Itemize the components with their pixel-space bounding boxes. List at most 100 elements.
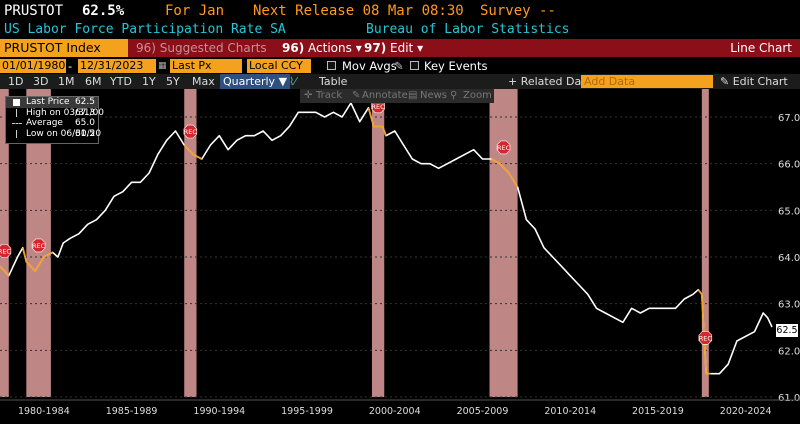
recession-segment (490, 158, 519, 188)
y-tick-label: 65.0 (778, 206, 800, 217)
recession-segment (183, 144, 203, 160)
x-tick-label: 2010-2014 (544, 406, 596, 417)
date-separator: - (68, 59, 73, 73)
recession-segment (0, 265, 10, 277)
last-price-tag: 62.5 (776, 324, 798, 337)
y-tick-label: 63.0 (778, 300, 800, 311)
security-description: US Labor Force Participation Rate SA (4, 22, 286, 37)
pencil-icon[interactable]: ✎ (394, 59, 404, 73)
related-data-button[interactable]: + Related Dat (508, 75, 586, 88)
settings-row: 01/01/1980 - 12/31/2023 ▦ Last Px Local … (0, 58, 800, 74)
key-events-checkbox[interactable] (410, 61, 419, 70)
view-title: Line Chart (730, 41, 792, 55)
zoom-icon[interactable]: ⚲ (450, 90, 458, 101)
recession-badge-icon (698, 331, 713, 345)
high-marker-icon (16, 108, 17, 117)
pencil-icon: ✎ (720, 75, 730, 88)
news-tool[interactable]: News (420, 90, 448, 101)
release-period: For Jan (165, 3, 225, 19)
edit-chart-button[interactable]: ✎ Edit Chart (720, 75, 788, 88)
chart-legend[interactable]: Last Price 62.5 High on 03/31/00 67.3 Av… (5, 96, 104, 144)
y-tick-label: 62.0 (778, 346, 800, 357)
x-tick-label: 2015-2019 (632, 406, 684, 417)
recession-band (489, 89, 518, 397)
axes: 61.0 62.0 63.0 64.0 65.0 66.0 67.0 1980-1984 198… (0, 113, 800, 417)
legend-low: Low on 06/30/20 61.5 (6, 129, 101, 140)
legend-last-price: Last Price 62.5 (6, 97, 98, 108)
recession-band (371, 89, 385, 397)
chevron-down-icon: ▾ (417, 41, 424, 55)
annotate-icon[interactable]: ✎ (352, 90, 361, 101)
track-tool[interactable]: Track (316, 90, 343, 101)
line-chart-icon[interactable]: ⌇⁄ (289, 75, 297, 88)
period-5y[interactable]: 5Y (166, 75, 180, 88)
period-ytd[interactable]: YTD (110, 75, 132, 88)
chart-tools: ✛ Track ✎ Annotate ▤ News ⚲ Zoom (300, 89, 494, 103)
ticker-symbol[interactable]: PRUSTOT (4, 3, 64, 19)
x-tick-label: 2000-2004 (369, 406, 421, 417)
data-source: Bureau of Labor Statistics (366, 22, 570, 37)
zoom-tool[interactable]: Zoom (463, 90, 492, 101)
chevron-down-icon: ▾ (355, 41, 362, 55)
period-3d[interactable]: 3D (33, 75, 49, 88)
y-tick-label: 64.0 (778, 253, 800, 264)
calendar-icon[interactable]: ▦ (158, 61, 167, 71)
recession-badge-label: REC (372, 103, 386, 111)
x-tick-label: 1990-1994 (193, 406, 245, 417)
y-tick-label: 66.0 (778, 160, 800, 171)
series-line: REC REC REC REC REC REC (0, 99, 773, 375)
recession-badge-icon (183, 124, 198, 139)
low-marker-icon (16, 129, 17, 138)
frequency-select[interactable]: Quarterly ▼ (220, 74, 291, 89)
y-tick-label: 61.0 (778, 393, 800, 404)
key-events-label[interactable]: Key Events (424, 59, 488, 73)
end-date-field[interactable]: 12/31/2023 (78, 59, 156, 73)
recession-segment (367, 107, 387, 136)
x-tick-label: 1985-1989 (106, 406, 158, 417)
security-field[interactable]: PRUSTOT Index (0, 39, 128, 57)
period-1y[interactable]: 1Y (142, 75, 156, 88)
average-marker-icon (12, 123, 22, 124)
x-tick-label: 2020-2024 (720, 406, 772, 417)
legend-high: High on 03/31/00 67.3 (6, 108, 104, 119)
recession-badge-label: REC (0, 248, 11, 256)
price-field-select[interactable]: Last Px (170, 59, 242, 73)
suggested-charts-button[interactable]: 96) Suggested Charts (136, 41, 267, 55)
recession-badge-icon (0, 244, 12, 258)
recession-band (0, 89, 9, 397)
period-max[interactable]: Max (192, 75, 215, 88)
recession-segment (22, 247, 53, 273)
period-1m[interactable]: 1M (58, 75, 75, 88)
period-1d[interactable]: 1D (8, 75, 24, 88)
recession-badge-label: REC (184, 128, 198, 136)
recession-badge-icon (496, 140, 511, 155)
recession-badge-label: REC (497, 144, 511, 152)
chart-toolbar: PRUSTOT Index 96) Suggested Charts 96) A… (0, 39, 800, 57)
add-data-input[interactable]: Add Data (581, 75, 713, 88)
survey: Survey -- (480, 3, 556, 19)
start-date-field[interactable]: 01/01/1980 (0, 59, 66, 73)
news-icon[interactable]: ▤ (408, 90, 418, 101)
gridlines (0, 116, 772, 398)
mov-avgs-label[interactable]: Mov Avgs (342, 59, 397, 73)
edit-button[interactable]: 97) Edit ▾ (364, 41, 424, 55)
table-button[interactable]: Table (319, 75, 348, 88)
x-tick-label: 2005-2009 (457, 406, 509, 417)
move-icon[interactable]: ✛ (304, 90, 313, 101)
legend-average: Average 65.0 (6, 118, 98, 129)
last-value: 62.5% (82, 3, 125, 19)
next-release: Next Release 08 Mar 08:30 (253, 3, 464, 19)
x-tick-label: 1980-1984 (18, 406, 70, 417)
x-tick-label: 1995-1999 (281, 406, 333, 417)
currency-select[interactable]: Local CCY (247, 59, 311, 73)
period-6m[interactable]: 6M (85, 75, 102, 88)
recession-bands (0, 89, 709, 397)
actions-button[interactable]: 96) Actions ▾ (282, 41, 362, 55)
mov-avgs-checkbox[interactable] (327, 61, 336, 70)
recession-badge-label: REC (32, 242, 46, 250)
series-path (0, 102, 773, 375)
annotate-tool[interactable]: Annotate (362, 90, 408, 101)
recession-band (701, 89, 709, 397)
y-tick-label: 67.0 (778, 113, 800, 124)
